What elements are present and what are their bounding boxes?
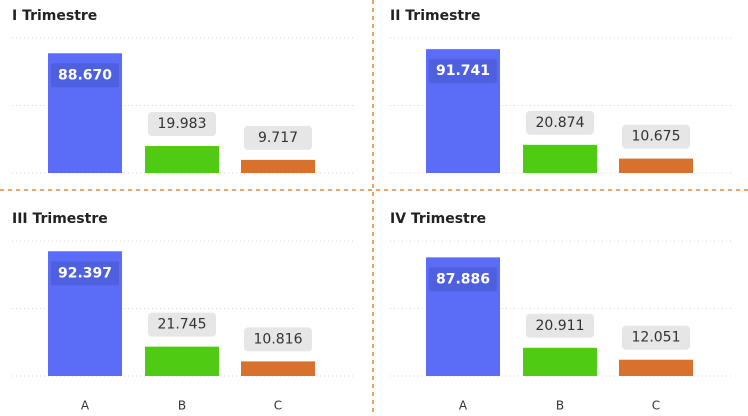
value-label: 9.717 bbox=[258, 130, 298, 146]
label-bg bbox=[429, 267, 497, 292]
label-bg bbox=[244, 327, 312, 352]
chart-title: II Trimestre bbox=[390, 8, 481, 24]
label-bg bbox=[429, 59, 497, 84]
x-tick-label: B bbox=[178, 399, 186, 413]
value-label: 87.886 bbox=[436, 271, 490, 287]
x-tick-label: C bbox=[652, 399, 660, 413]
value-label: 19.983 bbox=[158, 116, 207, 132]
chart-title: III Trimestre bbox=[12, 211, 108, 227]
value-label: 10.675 bbox=[632, 129, 681, 145]
label-bg bbox=[51, 63, 119, 88]
label-bg bbox=[622, 124, 690, 149]
bar bbox=[145, 146, 219, 173]
value-label: 88.670 bbox=[58, 67, 112, 83]
x-tick-label: A bbox=[81, 399, 90, 413]
value-label: 91.741 bbox=[436, 63, 490, 79]
bar bbox=[145, 346, 219, 376]
bar bbox=[241, 159, 315, 173]
bar bbox=[523, 347, 597, 376]
x-tick-label: C bbox=[274, 399, 282, 413]
label-bg bbox=[622, 325, 690, 350]
label-bg bbox=[244, 125, 312, 150]
label-bg bbox=[148, 112, 216, 137]
label-bg bbox=[526, 313, 594, 338]
value-label: 20.874 bbox=[536, 115, 585, 131]
bar bbox=[241, 361, 315, 376]
label-bg bbox=[526, 110, 594, 135]
bar bbox=[619, 359, 693, 376]
x-tick-label: A bbox=[459, 399, 468, 413]
value-label: 21.745 bbox=[158, 317, 207, 333]
label-bg bbox=[51, 261, 119, 286]
bar bbox=[523, 144, 597, 173]
value-label: 92.397 bbox=[58, 265, 112, 281]
chart-title: IV Trimestre bbox=[390, 211, 486, 227]
value-label: 20.911 bbox=[536, 318, 585, 334]
label-bg bbox=[148, 312, 216, 337]
chart-title: I Trimestre bbox=[12, 8, 97, 24]
bar bbox=[619, 158, 693, 173]
value-label: 12.051 bbox=[632, 330, 681, 346]
value-label: 10.816 bbox=[254, 331, 303, 347]
x-tick-label: B bbox=[556, 399, 564, 413]
